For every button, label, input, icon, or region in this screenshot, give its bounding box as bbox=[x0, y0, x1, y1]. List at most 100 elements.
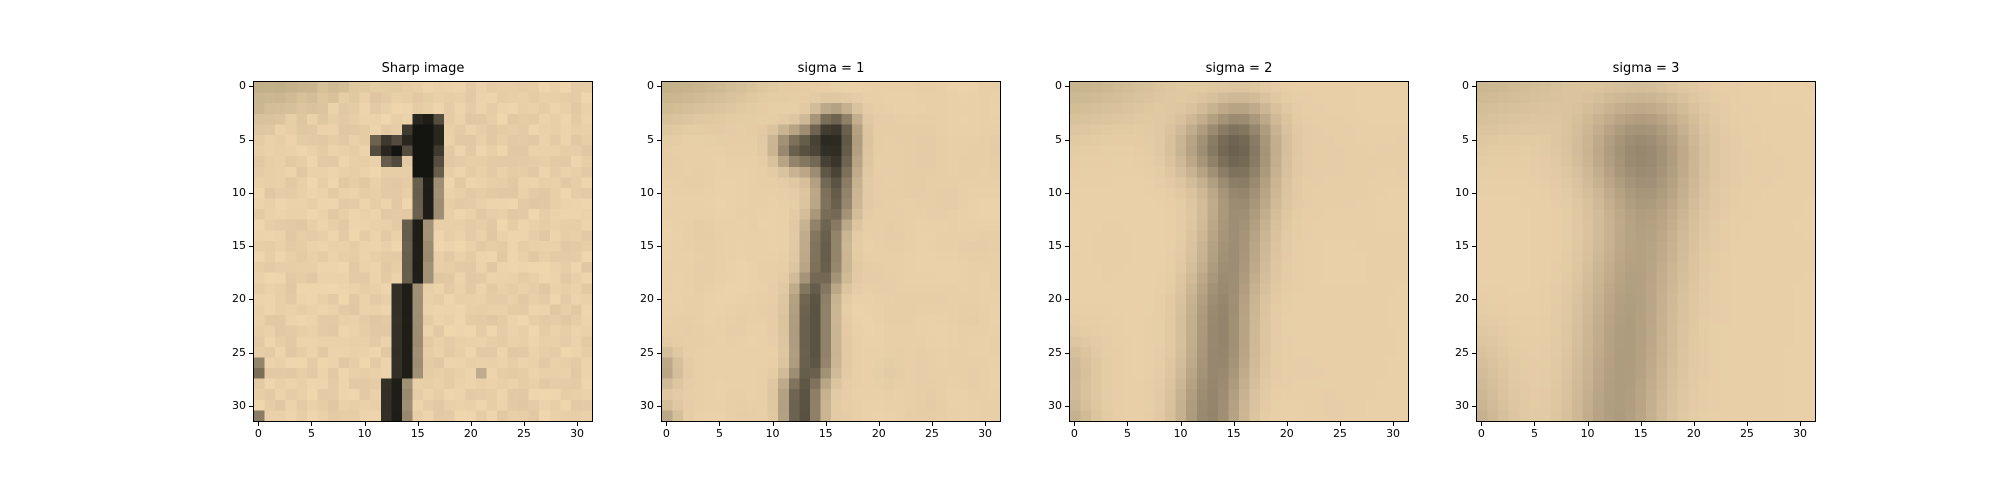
y-tick bbox=[249, 246, 253, 248]
y-tick bbox=[249, 352, 253, 354]
y-tick bbox=[1472, 192, 1476, 194]
y-tick-label: 30 bbox=[232, 399, 246, 413]
y-tick bbox=[1472, 86, 1476, 88]
y-tick-label: 25 bbox=[640, 345, 654, 359]
y-tick-label: 5 bbox=[1462, 132, 1469, 146]
y-tick bbox=[657, 192, 661, 194]
y-tick bbox=[657, 246, 661, 248]
x-tick-label: 30 bbox=[1386, 427, 1401, 440]
x-tick-label: 10 bbox=[765, 427, 780, 440]
x-tick bbox=[1746, 422, 1748, 426]
y-tick bbox=[249, 139, 253, 141]
x-tick-label: 5 bbox=[307, 427, 315, 440]
y-tick bbox=[657, 406, 661, 408]
y-tick bbox=[1472, 406, 1476, 408]
x-tick bbox=[772, 422, 774, 426]
y-tick-label: 0 bbox=[239, 79, 246, 93]
x-tick bbox=[1127, 422, 1129, 426]
x-tick-label: 10 bbox=[1580, 427, 1595, 440]
x-tick bbox=[1534, 422, 1536, 426]
x-tick bbox=[931, 422, 933, 426]
y-tick bbox=[657, 299, 661, 301]
y-tick-label: 20 bbox=[640, 292, 654, 306]
y-tick bbox=[1065, 246, 1069, 248]
panel-title: sigma = 1 bbox=[797, 61, 865, 76]
y-tick-label: 5 bbox=[647, 132, 654, 146]
x-tick-label: 0 bbox=[1070, 427, 1078, 440]
x-tick bbox=[1800, 422, 1802, 426]
y-tick-label: 20 bbox=[232, 292, 246, 306]
image-sigma-1 bbox=[662, 82, 1000, 421]
x-tick-label: 30 bbox=[1793, 427, 1808, 440]
y-tick bbox=[249, 192, 253, 194]
image-axes bbox=[661, 81, 1001, 422]
y-tick-label: 5 bbox=[1055, 132, 1062, 146]
x-tick-label: 15 bbox=[410, 427, 425, 440]
x-tick-label: 10 bbox=[357, 427, 372, 440]
x-tick-label: 20 bbox=[871, 427, 886, 440]
panel-title: Sharp image bbox=[381, 61, 465, 76]
y-tick-label: 25 bbox=[1048, 345, 1062, 359]
y-tick-label: 25 bbox=[1455, 345, 1469, 359]
y-tick-label: 0 bbox=[647, 79, 654, 93]
x-tick bbox=[417, 422, 419, 426]
x-tick bbox=[1587, 422, 1589, 426]
y-tick-label: 30 bbox=[1455, 399, 1469, 413]
y-tick bbox=[249, 86, 253, 88]
x-tick bbox=[1393, 422, 1395, 426]
panel-title: sigma = 2 bbox=[1205, 61, 1273, 76]
x-tick-label: 25 bbox=[924, 427, 939, 440]
x-tick bbox=[1481, 422, 1483, 426]
y-tick-label: 30 bbox=[640, 399, 654, 413]
y-tick-label: 20 bbox=[1048, 292, 1062, 306]
y-tick-label: 10 bbox=[1048, 185, 1062, 199]
x-tick bbox=[1286, 422, 1288, 426]
x-tick bbox=[719, 422, 721, 426]
x-tick-label: 0 bbox=[662, 427, 670, 440]
image-axes bbox=[1069, 81, 1409, 422]
y-tick bbox=[1065, 192, 1069, 194]
x-tick bbox=[1074, 422, 1076, 426]
image-sigma-2 bbox=[1070, 82, 1408, 421]
x-tick bbox=[258, 422, 260, 426]
x-tick-label: 0 bbox=[1477, 427, 1485, 440]
x-tick bbox=[825, 422, 827, 426]
x-tick-label: 0 bbox=[254, 427, 262, 440]
x-tick bbox=[470, 422, 472, 426]
image-axes bbox=[253, 81, 593, 422]
x-tick-label: 15 bbox=[818, 427, 833, 440]
x-tick-label: 5 bbox=[1530, 427, 1538, 440]
y-tick bbox=[1472, 299, 1476, 301]
x-tick-label: 25 bbox=[516, 427, 531, 440]
x-tick-label: 5 bbox=[1123, 427, 1131, 440]
panel-sharp: Sharp image 0 5 10 15 20 25 30 0 5 10 15 20 25 30 bbox=[232, 0, 653, 504]
x-tick-label: 30 bbox=[978, 427, 993, 440]
y-tick bbox=[1065, 352, 1069, 354]
x-tick bbox=[878, 422, 880, 426]
image-sigma-3 bbox=[1477, 82, 1815, 421]
x-tick bbox=[1693, 422, 1695, 426]
y-tick-label: 5 bbox=[239, 132, 246, 146]
y-tick bbox=[657, 139, 661, 141]
y-tick bbox=[1472, 246, 1476, 248]
y-tick-label: 15 bbox=[1455, 239, 1469, 253]
y-tick-label: 15 bbox=[1048, 239, 1062, 253]
x-tick bbox=[1640, 422, 1642, 426]
x-tick bbox=[666, 422, 668, 426]
x-tick bbox=[364, 422, 366, 426]
x-tick bbox=[985, 422, 987, 426]
x-tick bbox=[1180, 422, 1182, 426]
image-axes bbox=[1476, 81, 1816, 422]
y-tick bbox=[1065, 299, 1069, 301]
y-tick bbox=[1472, 352, 1476, 354]
y-tick-label: 15 bbox=[640, 239, 654, 253]
y-tick-label: 20 bbox=[1455, 292, 1469, 306]
y-tick-label: 30 bbox=[1048, 399, 1062, 413]
y-tick-label: 25 bbox=[232, 345, 246, 359]
panel-sigma-2: sigma = 2 0 5 10 15 20 25 30 0 5 10 15 20 25 30 bbox=[1048, 0, 1469, 504]
panel-sigma-3: sigma = 3 0 5 10 15 20 25 30 0 5 10 15 20 25 30 bbox=[1455, 0, 1876, 504]
image-sharp bbox=[254, 82, 592, 421]
y-tick bbox=[1065, 86, 1069, 88]
x-tick-label: 30 bbox=[570, 427, 585, 440]
x-tick-label: 20 bbox=[463, 427, 478, 440]
